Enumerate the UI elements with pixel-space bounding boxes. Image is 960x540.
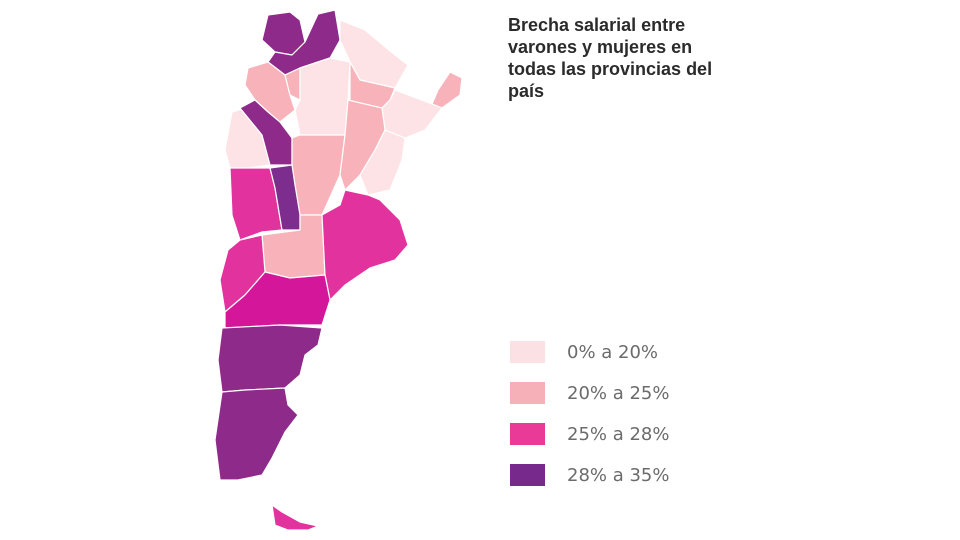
- legend-label: 0% a 20%: [567, 341, 659, 363]
- map-title: Brecha salarial entre varones y mujeres …: [508, 15, 713, 101]
- legend-item: 25% a 28%: [510, 420, 670, 448]
- legend: 0% a 20% 20% a 25% 25% a 28% 28% a 35%: [510, 338, 670, 502]
- legend-swatch: [510, 423, 545, 445]
- legend-item: 28% a 35%: [510, 461, 670, 489]
- legend-swatch: [510, 341, 545, 363]
- province-corrientes: [381, 89, 443, 139]
- province-santiago: [294, 57, 351, 136]
- legend-item: 0% a 20%: [510, 338, 670, 366]
- province-santacruz: [214, 387, 299, 481]
- province-chubut: [217, 324, 323, 393]
- province-entrerios: [359, 129, 406, 196]
- province-buenosaires: [321, 189, 409, 301]
- legend-label: 28% a 35%: [567, 464, 670, 486]
- legend-swatch: [510, 464, 545, 486]
- legend-item: 20% a 25%: [510, 379, 670, 407]
- province-tierradelfuego: [271, 504, 319, 531]
- legend-label: 25% a 28%: [567, 423, 670, 445]
- province-catamarca: [244, 61, 296, 123]
- legend-label: 20% a 25%: [567, 382, 670, 404]
- province-rionegro: [224, 271, 331, 329]
- legend-swatch: [510, 382, 545, 404]
- province-misiones: [431, 71, 463, 109]
- province-cordoba: [291, 134, 346, 216]
